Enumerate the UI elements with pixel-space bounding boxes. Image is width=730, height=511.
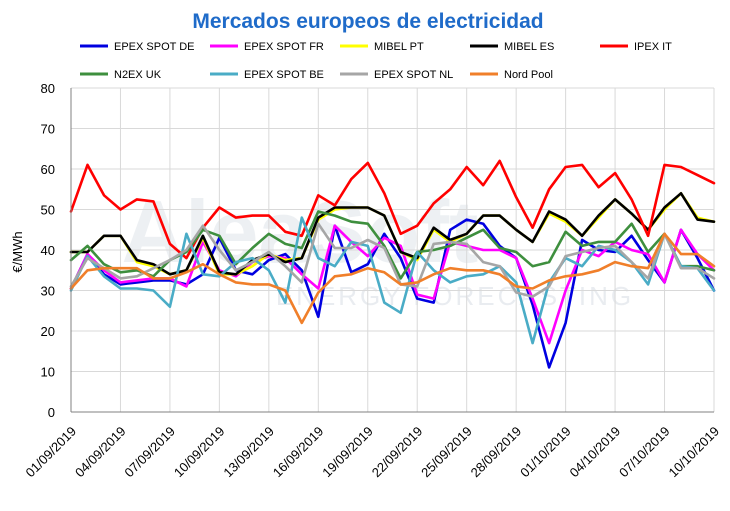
x-tick-label: 22/09/2019 <box>369 424 426 481</box>
legend-item: Nord Pool <box>470 69 553 81</box>
legend-label: EPEX SPOT FR <box>244 41 324 53</box>
x-tick-label: 25/09/2019 <box>418 424 475 481</box>
x-tick-label: 10/09/2019 <box>171 424 228 481</box>
y-tick-label: 80 <box>41 81 55 96</box>
legend-item: EPEX SPOT BE <box>210 69 324 81</box>
x-tick-label: 10/10/2019 <box>665 424 722 481</box>
legend-label: EPEX SPOT BE <box>244 69 324 81</box>
legend-label: MIBEL ES <box>504 41 554 53</box>
legend-label: IPEX IT <box>634 41 672 53</box>
legend-label: EPEX SPOT NL <box>374 69 453 81</box>
legend-label: MIBEL PT <box>374 41 424 53</box>
watermark-tagline: ENERGY FORECASTING <box>276 281 634 311</box>
x-tick-label: 16/09/2019 <box>270 424 327 481</box>
legend-item: EPEX SPOT FR <box>210 41 324 53</box>
y-axis-label: €/MWh <box>10 231 25 272</box>
y-tick-label: 70 <box>41 122 55 137</box>
y-tick-label: 30 <box>41 284 55 299</box>
x-tick-label: 07/09/2019 <box>121 424 178 481</box>
series-line-ipex-it <box>69 159 716 260</box>
x-tick-label: 28/09/2019 <box>468 424 525 481</box>
y-tick-label: 0 <box>48 405 55 420</box>
chart-title: Mercados europeos de electricidad <box>192 10 543 33</box>
legend-label: EPEX SPOT DE <box>114 41 195 53</box>
y-tick-label: 40 <box>41 243 55 258</box>
x-tick-label: 07/10/2019 <box>616 424 673 481</box>
x-tick-label: 01/09/2019 <box>22 424 79 481</box>
legend-item: EPEX SPOT DE <box>80 41 195 53</box>
series-layer <box>69 159 716 369</box>
x-tick-label: 19/09/2019 <box>319 424 376 481</box>
legend-label: N2EX UK <box>114 69 162 81</box>
y-tick-label: 50 <box>41 203 55 218</box>
series-line-epex-spot-nl <box>69 222 716 298</box>
legend-item: MIBEL ES <box>470 41 554 53</box>
x-tick-label: 04/10/2019 <box>567 424 624 481</box>
legend: EPEX SPOT DE EPEX SPOT FR MIBEL PT MIBEL ES… <box>80 41 672 81</box>
y-tick-label: 10 <box>41 365 55 380</box>
y-tick-label: 20 <box>41 324 55 339</box>
legend-item: MIBEL PT <box>340 41 424 53</box>
series-line-nord-pool <box>69 232 716 325</box>
x-tick-label: 04/09/2019 <box>72 424 129 481</box>
legend-item: IPEX IT <box>600 41 672 53</box>
legend-label: Nord Pool <box>504 69 553 81</box>
legend-item: EPEX SPOT NL <box>340 69 453 81</box>
x-tick-label: 13/09/2019 <box>220 424 277 481</box>
y-tick-label: 60 <box>41 162 55 177</box>
x-tick-label: 01/10/2019 <box>517 424 574 481</box>
legend-item: N2EX UK <box>80 69 162 81</box>
